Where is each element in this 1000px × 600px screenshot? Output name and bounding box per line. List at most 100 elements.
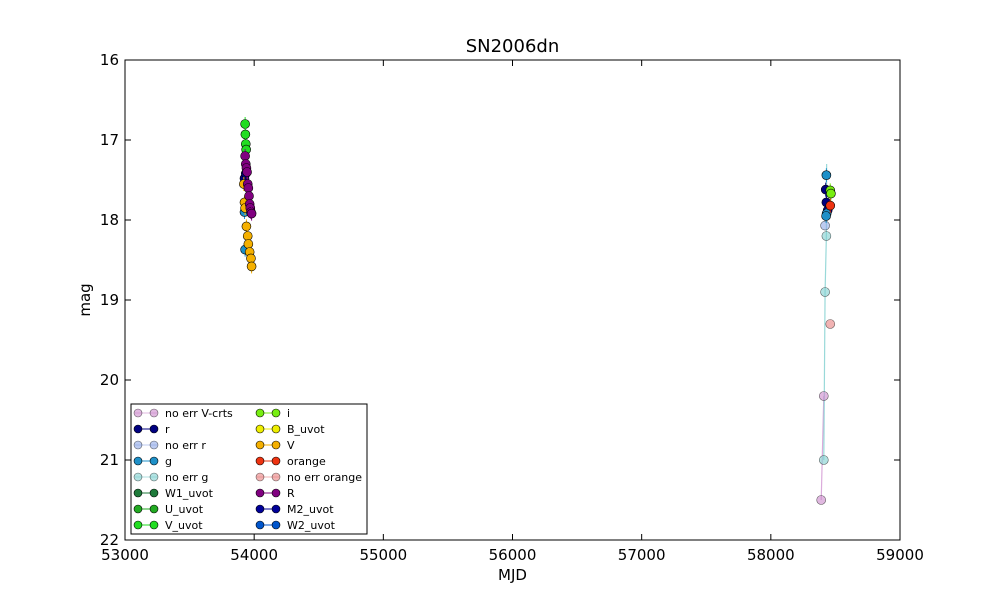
legend-marker — [271, 424, 281, 434]
data-point-V_uvot — [240, 119, 250, 129]
series-line-0 — [820, 395, 825, 501]
legend-marker — [271, 488, 281, 498]
data-point-no-err-g — [818, 455, 829, 465]
data-point-V — [246, 261, 257, 272]
legend-label: R — [287, 487, 295, 500]
data-point-R — [244, 191, 254, 201]
x-tick-label: 57000 — [618, 546, 666, 564]
data-point-V — [246, 253, 256, 264]
legend-marker — [255, 456, 265, 466]
legend-marker — [133, 472, 143, 482]
legend-label: B_uvot — [287, 423, 325, 436]
legend-item: W2_uvot — [255, 519, 336, 532]
legend-marker — [149, 424, 159, 434]
legend-marker — [133, 440, 143, 450]
y-axis-label: mag — [76, 283, 94, 316]
y-tick-label: 19 — [100, 291, 119, 309]
legend-label: no err g — [165, 471, 208, 484]
legend-label: U_uvot — [165, 503, 204, 516]
data-point-no-err-r — [820, 220, 830, 231]
legend-marker — [149, 504, 159, 514]
data-point-g — [821, 211, 831, 221]
legend-item: no err V-crts — [133, 407, 233, 420]
legend-label: g — [165, 455, 172, 468]
legend-marker — [271, 456, 281, 466]
x-tick-label: 53000 — [101, 546, 149, 564]
legend-marker — [271, 408, 281, 418]
x-tick-label: 59000 — [876, 546, 924, 564]
legend-label: W2_uvot — [287, 519, 336, 532]
legend-label: i — [287, 407, 290, 420]
legend-label: V_uvot — [165, 519, 203, 532]
x-axis-label: MJD — [498, 566, 527, 584]
legend-label: orange — [287, 455, 326, 468]
legend-label: M2_uvot — [287, 503, 334, 516]
legend-item: no err g — [133, 471, 208, 484]
data-point-orange — [825, 200, 836, 211]
legend-marker — [255, 488, 265, 498]
legend-marker — [133, 488, 143, 498]
data-point-R — [243, 183, 254, 193]
x-tick-label: 54000 — [230, 546, 278, 564]
data-point-no-err-orange — [825, 319, 836, 329]
data-point-V — [243, 239, 254, 249]
legend-label: V — [287, 439, 295, 452]
legend-item: orange — [255, 455, 326, 468]
legend-marker — [133, 520, 143, 530]
legend-marker — [271, 520, 281, 530]
legend-marker — [149, 440, 159, 450]
legend-item: g — [133, 455, 172, 468]
data-point-no-err-V-crts — [818, 391, 829, 401]
legend-item: no err orange — [255, 471, 362, 484]
x-tick-label: 56000 — [489, 546, 537, 564]
legend-marker — [255, 424, 265, 434]
y-tick-label: 16 — [100, 51, 119, 69]
data-point-V — [241, 221, 252, 232]
y-tick-label: 18 — [100, 211, 119, 229]
legend-item: no err r — [133, 439, 206, 452]
data-point-g — [821, 170, 832, 180]
legend-marker — [255, 520, 265, 530]
legend-item: V_uvot — [133, 519, 203, 532]
legend-marker — [149, 472, 159, 482]
y-tick-label: 17 — [100, 131, 119, 149]
x-tick-label: 55000 — [359, 546, 407, 564]
y-tick-label: 21 — [100, 451, 119, 469]
y-tick-label: 22 — [100, 531, 119, 549]
legend-item: V — [255, 439, 295, 452]
data-point-R — [246, 208, 257, 219]
y-tick-label: 20 — [100, 371, 119, 389]
x-tick-label: 58000 — [747, 546, 795, 564]
legend-item: B_uvot — [255, 423, 325, 436]
data-point-R — [242, 167, 252, 177]
legend-label: no err orange — [287, 471, 362, 484]
legend-marker — [133, 424, 143, 434]
legend-item: R — [255, 487, 295, 500]
legend-marker — [133, 504, 143, 514]
legend-label: W1_uvot — [165, 487, 214, 500]
legend-label: no err V-crts — [165, 407, 233, 420]
legend-label: r — [165, 423, 170, 436]
chart-title: SN2006dn — [466, 36, 560, 57]
legend-marker — [271, 504, 281, 514]
legend-marker — [255, 440, 265, 450]
data-point-no-err-g — [820, 287, 830, 297]
data-point-R — [240, 151, 250, 161]
legend-marker — [149, 408, 159, 418]
data-point-no-err-V-crts — [816, 495, 827, 505]
legend-box — [130, 403, 368, 535]
legend-item: M2_uvot — [255, 503, 334, 516]
legend-marker — [149, 456, 159, 466]
legend-marker — [133, 456, 143, 466]
legend-marker — [255, 408, 265, 418]
legend-marker — [255, 504, 265, 514]
legend-item: r — [133, 423, 170, 436]
legend-marker — [271, 440, 281, 450]
legend-marker — [149, 488, 159, 498]
legend-marker — [133, 408, 143, 418]
legend-label: no err r — [165, 439, 206, 452]
data-point-i — [826, 188, 836, 199]
legend-marker — [149, 520, 159, 530]
legend-item: W1_uvot — [133, 487, 214, 500]
